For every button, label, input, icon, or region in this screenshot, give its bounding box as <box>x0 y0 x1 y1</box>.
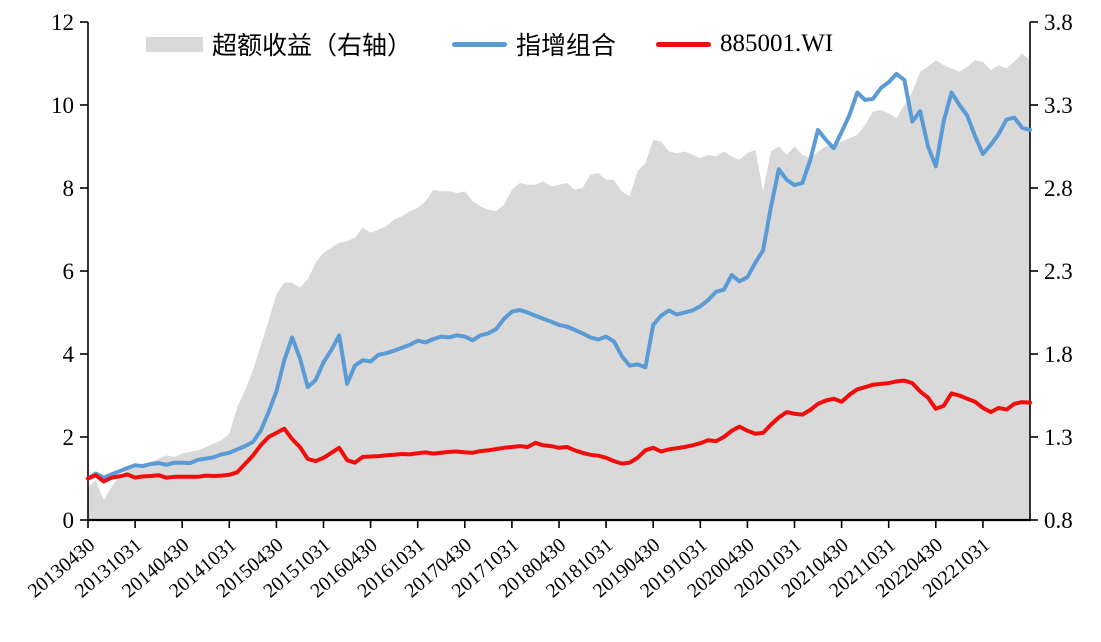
line-swatch-icon <box>656 41 712 47</box>
left-axis-tick-label: 0 <box>63 508 75 533</box>
right-axis-tick-label: 2.8 <box>1044 176 1073 201</box>
right-axis-tick-label: 2.3 <box>1044 259 1073 284</box>
right-axis-tick-label: 3.8 <box>1044 10 1073 35</box>
area-swatch-icon <box>146 36 203 52</box>
legend-label-excess-return: 超额收益（右轴） <box>212 33 413 60</box>
left-axis-tick-label: 8 <box>63 176 75 201</box>
chart-legend: 超额收益（右轴） 指增组合 885001.WI <box>146 26 833 62</box>
legend-label-885001wi: 885001.WI <box>720 30 834 57</box>
line-series <box>86 378 1032 484</box>
legend-label-index-enhanced: 指增组合 <box>516 33 617 60</box>
left-axis-tick-label: 6 <box>63 259 75 284</box>
legend-item-index-enhanced: 指增组合 <box>452 26 616 62</box>
line-series <box>86 71 1032 481</box>
right-axis-tick-label: 0.8 <box>1044 508 1073 533</box>
right-axis-tick-label: 3.3 <box>1044 93 1073 118</box>
right-axis-tick-label: 1.3 <box>1044 425 1073 450</box>
right-axis-tick-label: 1.8 <box>1044 342 1073 367</box>
left-axis-tick-label: 12 <box>51 10 74 35</box>
area-series <box>88 53 1030 520</box>
left-axis-tick-label: 4 <box>63 342 75 367</box>
left-axis-tick-label: 2 <box>63 425 75 450</box>
legend-item-885001wi: 885001.WI <box>656 30 833 58</box>
line-swatch-icon <box>452 41 508 47</box>
left-axis-tick-label: 10 <box>51 93 74 118</box>
legend-item-excess-return: 超额收益（右轴） <box>146 26 412 62</box>
